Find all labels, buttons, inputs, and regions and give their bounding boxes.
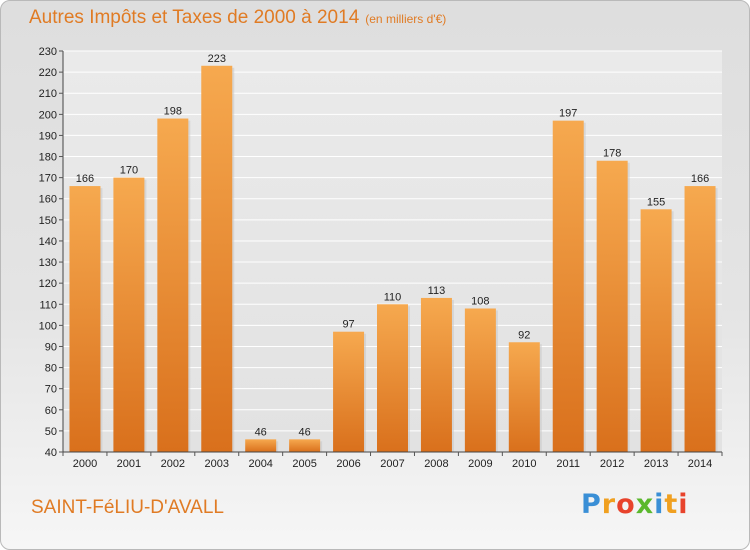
value-label: 113: [428, 285, 446, 297]
y-tick-label: 210: [39, 88, 57, 100]
logo-letter: t: [664, 489, 679, 520]
logo-letter: i: [678, 489, 689, 520]
value-label: 92: [518, 329, 530, 341]
value-label: 198: [164, 106, 182, 118]
bar-2011: [552, 120, 584, 452]
x-tick-label: 2009: [468, 458, 492, 470]
y-tick-label: 70: [45, 384, 57, 396]
value-label: 197: [559, 108, 577, 120]
x-tick-label: 2010: [512, 458, 536, 470]
bar-2000: [69, 186, 101, 453]
x-tick-label: 2014: [688, 458, 712, 470]
bar-2001: [113, 177, 145, 452]
logo-letter: o: [616, 489, 636, 520]
value-label: 170: [120, 165, 138, 177]
y-tick-label: 200: [39, 109, 57, 121]
bar-2013: [640, 209, 672, 452]
bar-2004: [245, 439, 277, 452]
x-tick-label: 2013: [644, 458, 668, 470]
y-tick-label: 100: [39, 320, 57, 332]
value-label: 110: [384, 291, 402, 303]
bar-2012: [596, 160, 628, 452]
proxiti-logo: Proxiti: [581, 489, 689, 520]
y-tick-label: 60: [45, 405, 57, 417]
x-tick-label: 2003: [205, 458, 229, 470]
bar-2010: [508, 342, 540, 452]
value-label: 166: [691, 173, 709, 185]
y-tick-label: 190: [39, 130, 57, 142]
chart-title-text: Autres Impôts et Taxes de 2000 à 2014: [29, 7, 360, 28]
value-label: 46: [299, 426, 311, 438]
logo-letter: i: [654, 489, 665, 520]
y-tick-label: 180: [39, 152, 57, 164]
y-tick-label: 130: [39, 257, 57, 269]
bar-2008: [420, 297, 452, 452]
bar-2005: [289, 439, 321, 452]
bar-2002: [157, 118, 189, 453]
value-label: 223: [208, 53, 226, 65]
value-label: 108: [471, 295, 489, 307]
x-tick-label: 2006: [336, 458, 360, 470]
y-tick-label: 90: [45, 341, 57, 353]
y-tick-label: 40: [45, 447, 57, 459]
x-tick-label: 2001: [117, 458, 141, 470]
x-tick-label: 2008: [424, 458, 448, 470]
commune-name: SAINT-FéLIU-D'AVALL: [31, 497, 224, 518]
x-tick-label: 2012: [600, 458, 624, 470]
value-label: 166: [76, 173, 94, 185]
x-tick-label: 2002: [161, 458, 185, 470]
x-tick-label: 2004: [248, 458, 272, 470]
x-tick-label: 2007: [380, 458, 404, 470]
logo-letter: r: [601, 489, 617, 520]
y-tick-label: 110: [39, 299, 57, 311]
logo-letter: x: [635, 489, 655, 520]
y-tick-label: 220: [39, 67, 57, 79]
value-label: 97: [342, 319, 354, 331]
bar-2006: [333, 331, 365, 452]
y-tick-label: 80: [45, 363, 57, 375]
bar-2003: [201, 65, 233, 452]
value-label: 178: [603, 148, 621, 160]
chart-title: Autres Impôts et Taxes de 2000 à 2014 (en…: [29, 7, 446, 29]
bar-2007: [377, 304, 408, 452]
y-tick-label: 50: [45, 426, 57, 438]
x-tick-label: 2000: [73, 458, 97, 470]
y-tick-label: 170: [39, 173, 57, 185]
y-tick-label: 140: [39, 236, 57, 248]
y-tick-label: 150: [39, 215, 57, 227]
y-tick-label: 120: [39, 278, 57, 290]
chart-unit-note: (en milliers d'€): [365, 12, 447, 26]
y-tick-label: 160: [39, 194, 57, 206]
x-tick-label: 2005: [292, 458, 316, 470]
bar-2014: [684, 186, 716, 453]
y-tick-label: 230: [39, 46, 57, 58]
value-label: 46: [255, 426, 267, 438]
bar-2009: [464, 308, 496, 452]
logo-letter: P: [581, 489, 602, 520]
x-tick-label: 2011: [556, 458, 580, 470]
value-label: 155: [647, 196, 665, 208]
